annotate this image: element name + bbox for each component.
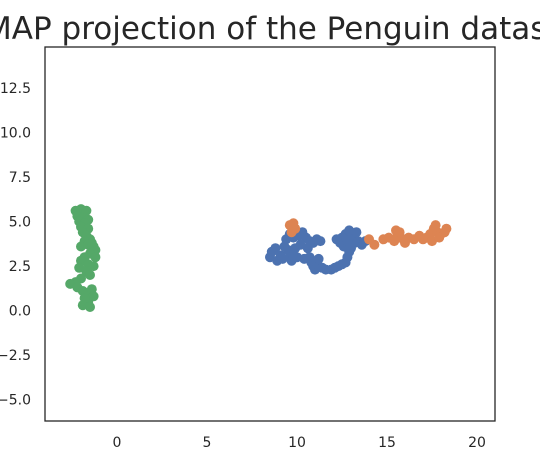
- data-point-series-3-38: [86, 237, 97, 248]
- data-point-series-2-6: [369, 239, 380, 250]
- data-point-series-1-3: [270, 243, 281, 254]
- data-point-series-1-52: [344, 225, 355, 236]
- data-point-series-2-4: [286, 227, 297, 238]
- data-point-series-3-39: [74, 262, 85, 273]
- y-tick-label: −5.0: [0, 393, 31, 409]
- points-layer: [65, 204, 452, 312]
- y-axis-ticks: 12.5 10.0 7.5 5.0 2.5 0.0 −2.5 −5.0: [0, 81, 31, 409]
- data-point-series-3-36: [85, 302, 95, 312]
- data-point-series-2-28: [430, 220, 441, 231]
- data-point-series-1-53: [313, 253, 324, 264]
- data-point-series-3-25: [85, 270, 95, 280]
- plot-frame: [44, 46, 496, 422]
- y-tick-label: −2.5: [0, 348, 31, 364]
- y-tick-label: 5.0: [9, 215, 31, 231]
- y-tick-label: 12.5: [0, 81, 31, 97]
- x-tick-label: 15: [378, 435, 396, 451]
- data-point-series-1-23: [315, 236, 326, 247]
- data-point-series-3-37: [90, 252, 101, 263]
- y-tick-label: 0.0: [9, 304, 31, 320]
- x-tick-label: 0: [113, 435, 122, 451]
- data-point-series-1-55: [331, 234, 342, 245]
- data-point-series-3-40: [79, 293, 90, 304]
- x-axis-ticks: 0 5 10 15 20: [113, 435, 486, 451]
- y-tick-label: 7.5: [9, 170, 31, 186]
- data-point-series-1-56: [299, 253, 310, 264]
- x-tick-label: 5: [203, 435, 212, 451]
- chart-title: UMAP projection of the Penguin dataset: [0, 11, 540, 47]
- data-point-series-3-23: [88, 261, 99, 272]
- data-point-series-2-27: [391, 225, 401, 236]
- data-point-series-2-25: [434, 232, 445, 243]
- data-point-series-1-54: [295, 239, 306, 250]
- data-point-series-2-23: [441, 223, 452, 234]
- data-point-series-2-26: [400, 237, 410, 248]
- y-tick-label: 10.0: [0, 126, 31, 142]
- y-tick-label: 2.5: [9, 259, 31, 275]
- x-tick-label: 20: [468, 435, 486, 451]
- x-tick-label: 10: [288, 435, 306, 451]
